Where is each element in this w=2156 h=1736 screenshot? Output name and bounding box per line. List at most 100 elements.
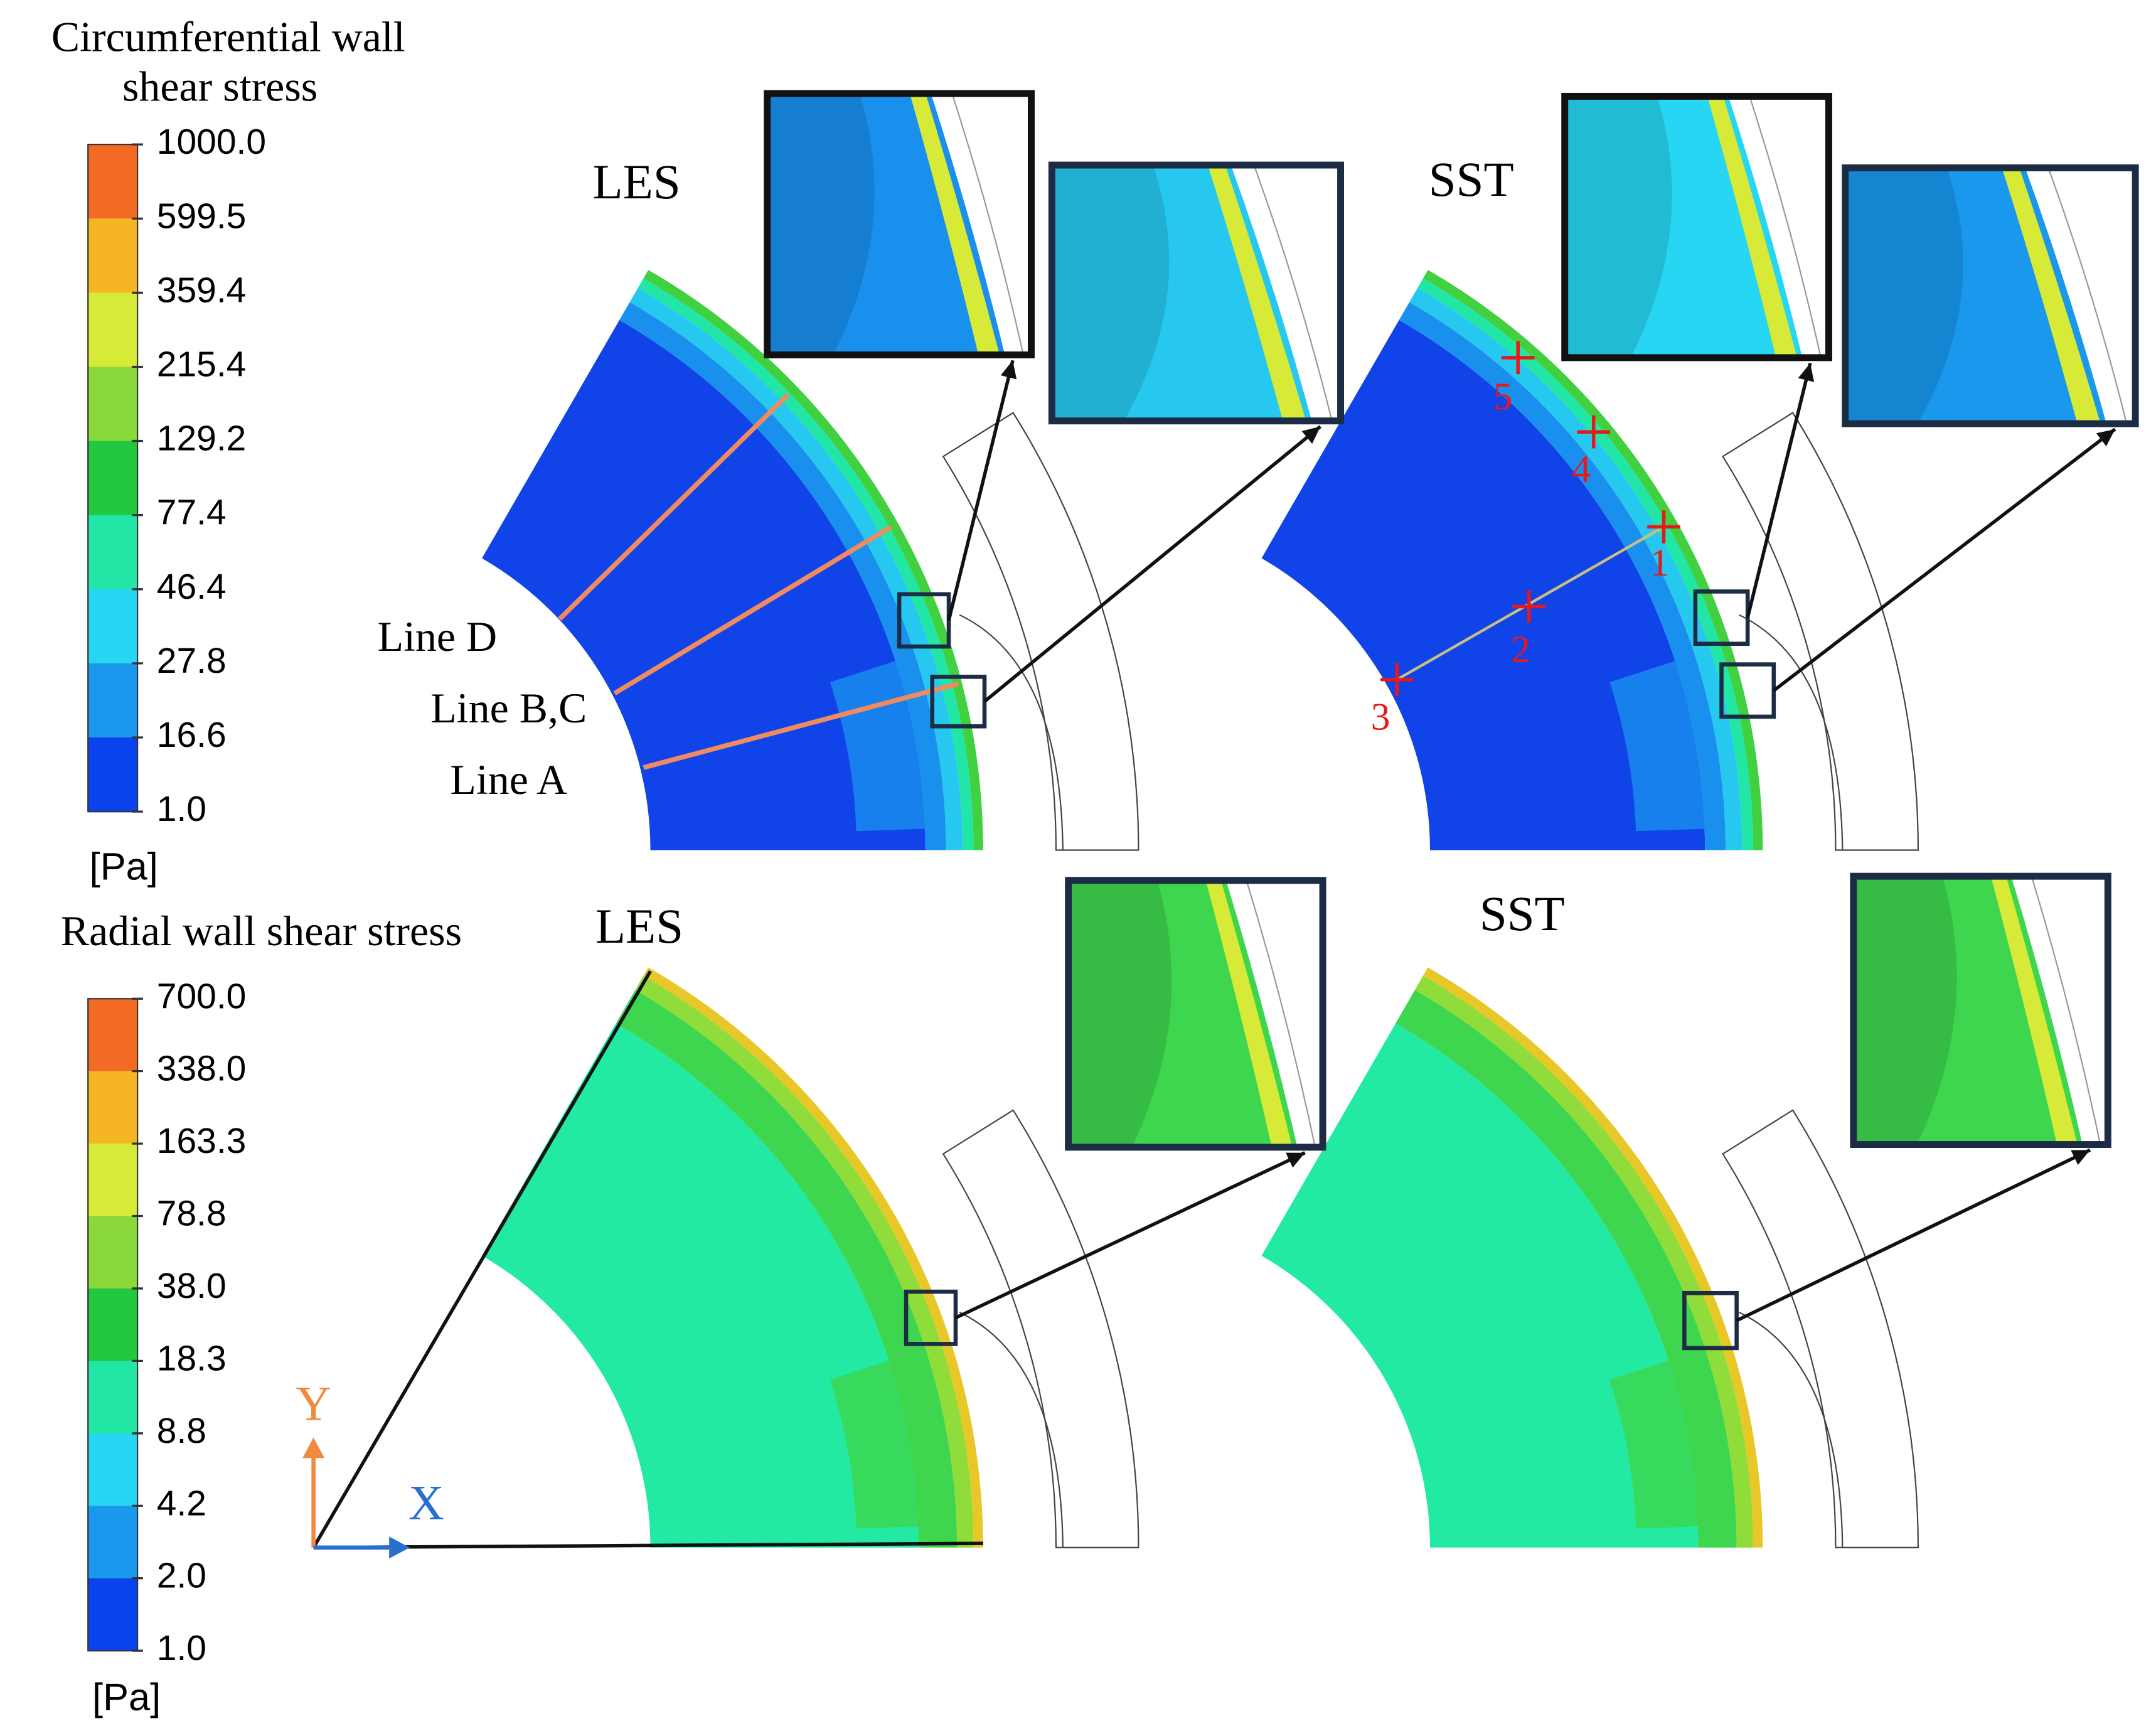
contour-band	[1396, 990, 1737, 1548]
zoom-arrowhead	[1285, 1152, 1305, 1168]
inset-frame	[1842, 164, 2139, 427]
colorbar-band	[88, 1288, 138, 1362]
contour-band	[619, 302, 946, 850]
colorbar-tick-label: 46.4	[157, 567, 227, 607]
line-label: Line D	[378, 613, 497, 660]
outline	[313, 1541, 983, 1550]
inset-rim	[1205, 880, 1293, 1147]
colorbar-tick-label: 27.8	[157, 641, 227, 681]
colorbar-band	[88, 589, 138, 665]
inset-wall	[1728, 96, 1829, 358]
inset-blade	[2031, 876, 2101, 1145]
colorbar-tick-label: 16.6	[157, 715, 227, 755]
inset-rim	[2002, 168, 2101, 424]
colorbar-band	[88, 1506, 138, 1579]
colorbar-unit: [Pa]	[92, 1676, 161, 1719]
inset-wall	[2025, 168, 2136, 424]
colorbar-unit: [Pa]	[90, 845, 158, 888]
colorbar-tick-label: 38.0	[157, 1266, 227, 1306]
colorbar-tick-label: 1.0	[157, 1628, 206, 1668]
contour-band	[482, 1023, 919, 1548]
inset-frame	[1850, 872, 2111, 1149]
colorbar-title: shear stress	[122, 62, 318, 110]
contour-patch	[1609, 661, 1705, 832]
inset-rim	[1707, 96, 1797, 358]
probe-label: 4	[1572, 448, 1591, 491]
colorbar-band	[88, 144, 138, 220]
blade-outline	[959, 1311, 1064, 1548]
blade-outline	[942, 412, 1139, 851]
zoom-arrowhead	[2071, 1150, 2090, 1165]
contour-patch	[1609, 1358, 1705, 1529]
x-arrow	[389, 1536, 410, 1559]
colorbar-title: Radial wall shear stress	[61, 907, 462, 955]
colorbar-tick-label: 129.2	[157, 419, 247, 459]
contour-band	[1399, 302, 1726, 850]
inset-wall	[2011, 876, 2108, 1145]
inset-frame	[1048, 161, 1345, 425]
colorbar-band	[88, 441, 138, 516]
contour-band	[482, 319, 926, 850]
sample-line	[558, 393, 790, 621]
colorbar-tick-label: 215.4	[157, 345, 247, 385]
colorbar-band	[88, 367, 138, 442]
colorbar-frame	[87, 998, 139, 1652]
blade-outline	[959, 614, 1064, 850]
probe-label: 1	[1650, 542, 1670, 584]
colorbar-band	[88, 1578, 138, 1652]
inset-contour	[1068, 880, 1172, 1147]
inset-contour	[1853, 876, 1957, 1145]
colorbar-tick-label: 163.3	[157, 1121, 247, 1161]
colorbar-band	[88, 663, 138, 739]
contour-band	[1423, 967, 1763, 1548]
colorbar-tick-label: 4.2	[157, 1483, 206, 1523]
probe-cross	[1501, 341, 1535, 375]
zoom-box	[1682, 1290, 1739, 1351]
zoom-arrowhead	[2096, 429, 2115, 447]
inset-blade	[1253, 164, 1333, 421]
contour-band	[1417, 278, 1753, 850]
colorbar-band	[88, 1433, 138, 1507]
contour-band	[1261, 1023, 1699, 1548]
inset-rim	[1990, 876, 2078, 1145]
blade-outline	[1722, 412, 1919, 851]
colorbar-tick-label: 359.4	[157, 270, 247, 310]
colorbar-tick-label: 599.5	[157, 196, 247, 236]
colorbar-tick-label: 78.8	[157, 1194, 227, 1234]
contour-band	[1414, 975, 1753, 1548]
colorbar-band	[88, 218, 138, 294]
panel-label: LES	[592, 155, 680, 210]
zoom-arrow	[1736, 1148, 2091, 1322]
inset-contour	[1845, 168, 1963, 424]
blade-outline	[1739, 614, 1844, 850]
probe-cross	[1380, 663, 1414, 697]
y-arrow	[302, 1437, 325, 1459]
zoom-arrowhead	[1301, 426, 1321, 444]
contour-band	[1409, 287, 1742, 850]
contour-band	[635, 975, 974, 1548]
probe-cross	[1512, 590, 1546, 623]
colorbar-band	[88, 1071, 138, 1145]
colorbar-tick-label: 1.0	[157, 789, 206, 829]
line-label: Line B,C	[430, 684, 587, 732]
colorbar-tick-label: 8.8	[157, 1411, 206, 1451]
colorbar-band	[88, 292, 138, 368]
probe-label: 2	[1511, 628, 1530, 671]
contour-band	[1261, 319, 1705, 850]
colorbar-tick-label: 1000.0	[157, 122, 266, 162]
colorbar-band	[88, 1361, 138, 1434]
inset-contour	[1564, 96, 1672, 358]
colorbar-band	[88, 1216, 138, 1290]
probe-label: 5	[1493, 375, 1513, 418]
blade-outline	[1739, 1311, 1844, 1548]
inset-rim	[1207, 165, 1306, 421]
inset-frame	[1065, 877, 1326, 1151]
zoom-box	[904, 1289, 958, 1346]
colorbar-band	[88, 515, 138, 590]
sample-line	[643, 681, 959, 770]
colorbar-tick-label: 2.0	[157, 1556, 206, 1596]
inset-frame	[1561, 92, 1832, 362]
sample-line	[613, 525, 892, 695]
